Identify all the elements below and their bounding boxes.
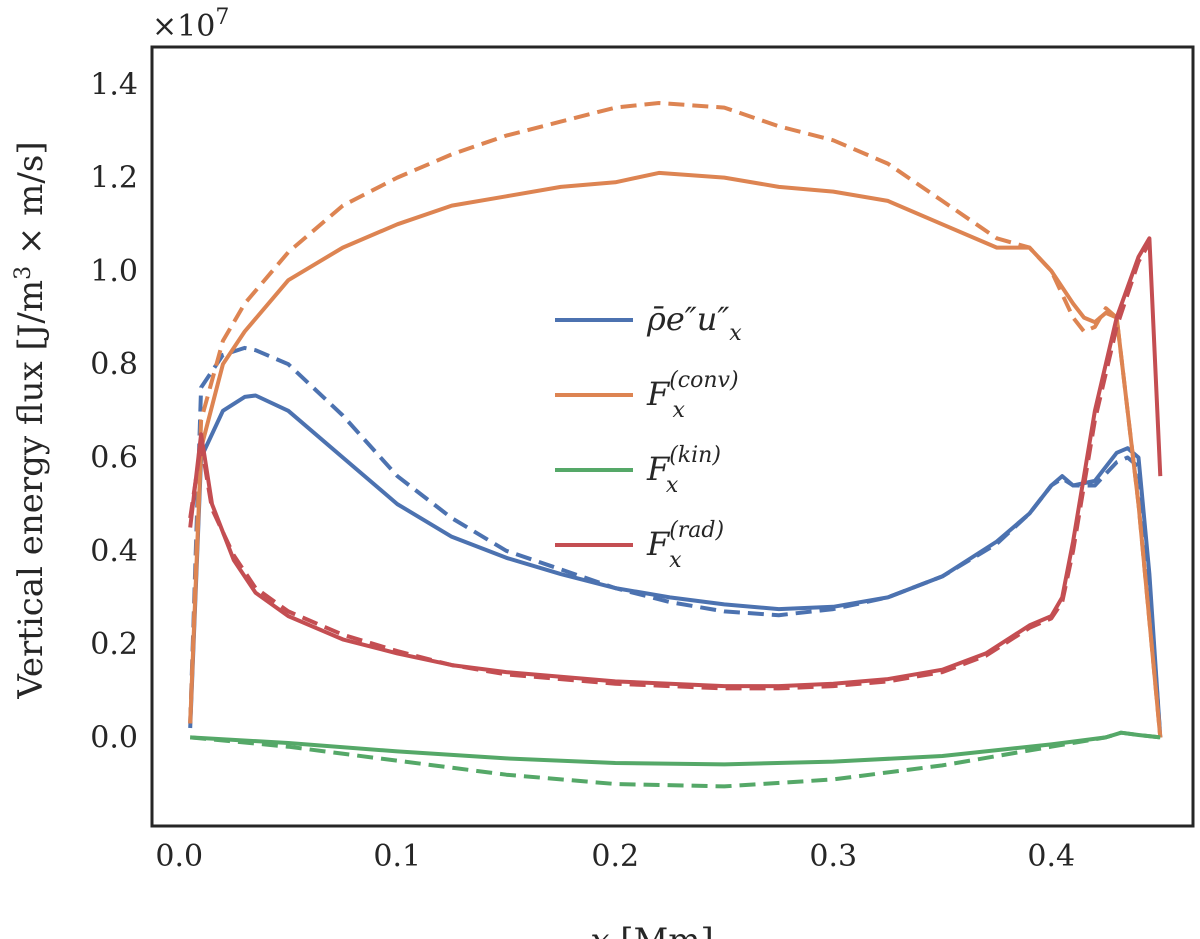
y-tick-label: 0.8 [90,347,138,382]
x-tick-label: 0.0 [155,839,203,874]
y-axis-title: Vertical energy flux [J/m3 × m/s] [11,141,51,699]
x-tick-labels: 0.0 0.1 0.2 0.3 0.4 [155,839,1075,874]
x-tick-label: 0.4 [1027,839,1075,874]
series-line-2-solid [188,170,1163,738]
x-tick-label: 0.3 [809,839,857,874]
x-tick-label: 0.2 [591,839,639,874]
x-tick-label: 0.1 [373,839,421,874]
series-line-4-solid [190,730,1161,767]
series-line-5-dashed [190,730,1161,789]
y-tick-label: 1.0 [90,254,138,289]
series-line-7-dashed [188,241,1152,691]
series-layer [188,101,1163,789]
y-tick-labels: 0.0 0.2 0.4 0.6 0.8 1.0 1.2 1.4 [90,67,138,755]
legend-label-conv: F(conv) x [646,368,739,423]
legend-label-kin: F(kin) x [646,443,721,498]
y-tick-label: 0.4 [90,534,138,569]
y-multiplier: ×107 [152,5,229,44]
legend: ρ̄e″u″x F(conv) x F(kin) x F(rad) x [555,300,742,573]
y-tick-label: 1.2 [90,161,138,196]
y-tick-label: 0.6 [90,440,138,475]
series-line-1-dashed [188,345,1163,738]
legend-label-rho-e-u: ρ̄e″u″x [646,300,742,346]
series-line-3-dashed [188,101,1163,738]
legend-label-rad: F(rad) x [646,518,724,573]
y-tick-label: 0.2 [90,627,138,662]
series-line-0-solid [188,393,1163,738]
x-axis-title: x [Mm] [590,921,714,939]
plot-frame [150,45,1195,828]
y-tick-label: 0.0 [90,720,138,755]
y-tick-label: 1.4 [90,67,138,102]
